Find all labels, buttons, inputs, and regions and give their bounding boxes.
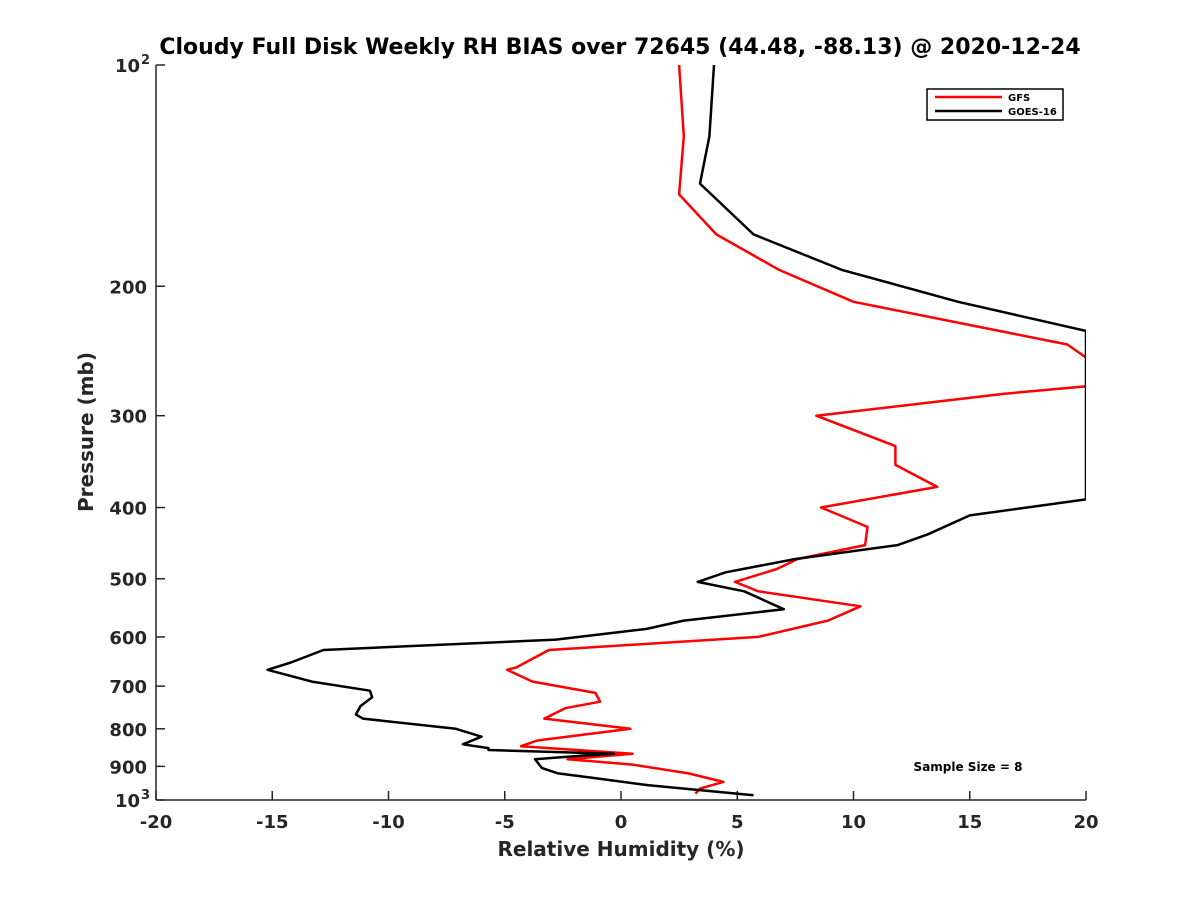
x-tick-label: -5	[495, 812, 515, 833]
x-axis-ticks: -20 -15 -10 -5 0 5 10 15 20	[140, 791, 1099, 833]
series-layer	[266, 65, 1086, 797]
sample-size-annotation: Sample Size = 8	[914, 760, 1023, 774]
legend-box	[926, 88, 1064, 121]
x-tick-label: -15	[256, 812, 289, 833]
x-tick-label: 20	[1073, 812, 1098, 833]
y-tick-label: 500	[109, 570, 147, 591]
legend-label-goes-16: GOES-16	[1008, 107, 1057, 118]
series-line-gfs	[505, 65, 1086, 795]
y-tick-label: 10	[115, 56, 140, 77]
y-tick-label: 800	[109, 720, 147, 741]
y-tick-label: 200	[109, 277, 147, 298]
legend: GFS GOES-16	[926, 88, 1064, 121]
series-line-goes-16	[266, 65, 1086, 797]
y-tick-label: 600	[109, 628, 147, 649]
y-tick-exponent: 3	[141, 788, 150, 803]
x-tick-label: -10	[372, 812, 405, 833]
x-axis-label: Relative Humidity (%)	[497, 837, 744, 861]
y-axis-label: Pressure (mb)	[74, 352, 98, 512]
y-tick-label: 400	[109, 499, 147, 520]
y-tick-label: 700	[109, 677, 147, 698]
x-tick-label: 0	[615, 812, 628, 833]
x-tick-label: 5	[731, 812, 744, 833]
chart-title: Cloudy Full Disk Weekly RH BIAS over 726…	[159, 35, 1080, 60]
plot-area: -20 -15 -10 -5 0 5 10 15 20 10 220030040050060070…	[109, 53, 1099, 833]
x-tick-label: -20	[140, 812, 173, 833]
x-tick-label: 10	[841, 812, 866, 833]
y-tick-label: 10	[115, 791, 140, 812]
y-tick-label: 900	[109, 757, 147, 778]
y-tick-label: 300	[109, 407, 147, 428]
y-tick-exponent: 2	[141, 53, 150, 68]
x-tick-label: 15	[957, 812, 982, 833]
legend-label-gfs: GFS	[1008, 93, 1030, 104]
